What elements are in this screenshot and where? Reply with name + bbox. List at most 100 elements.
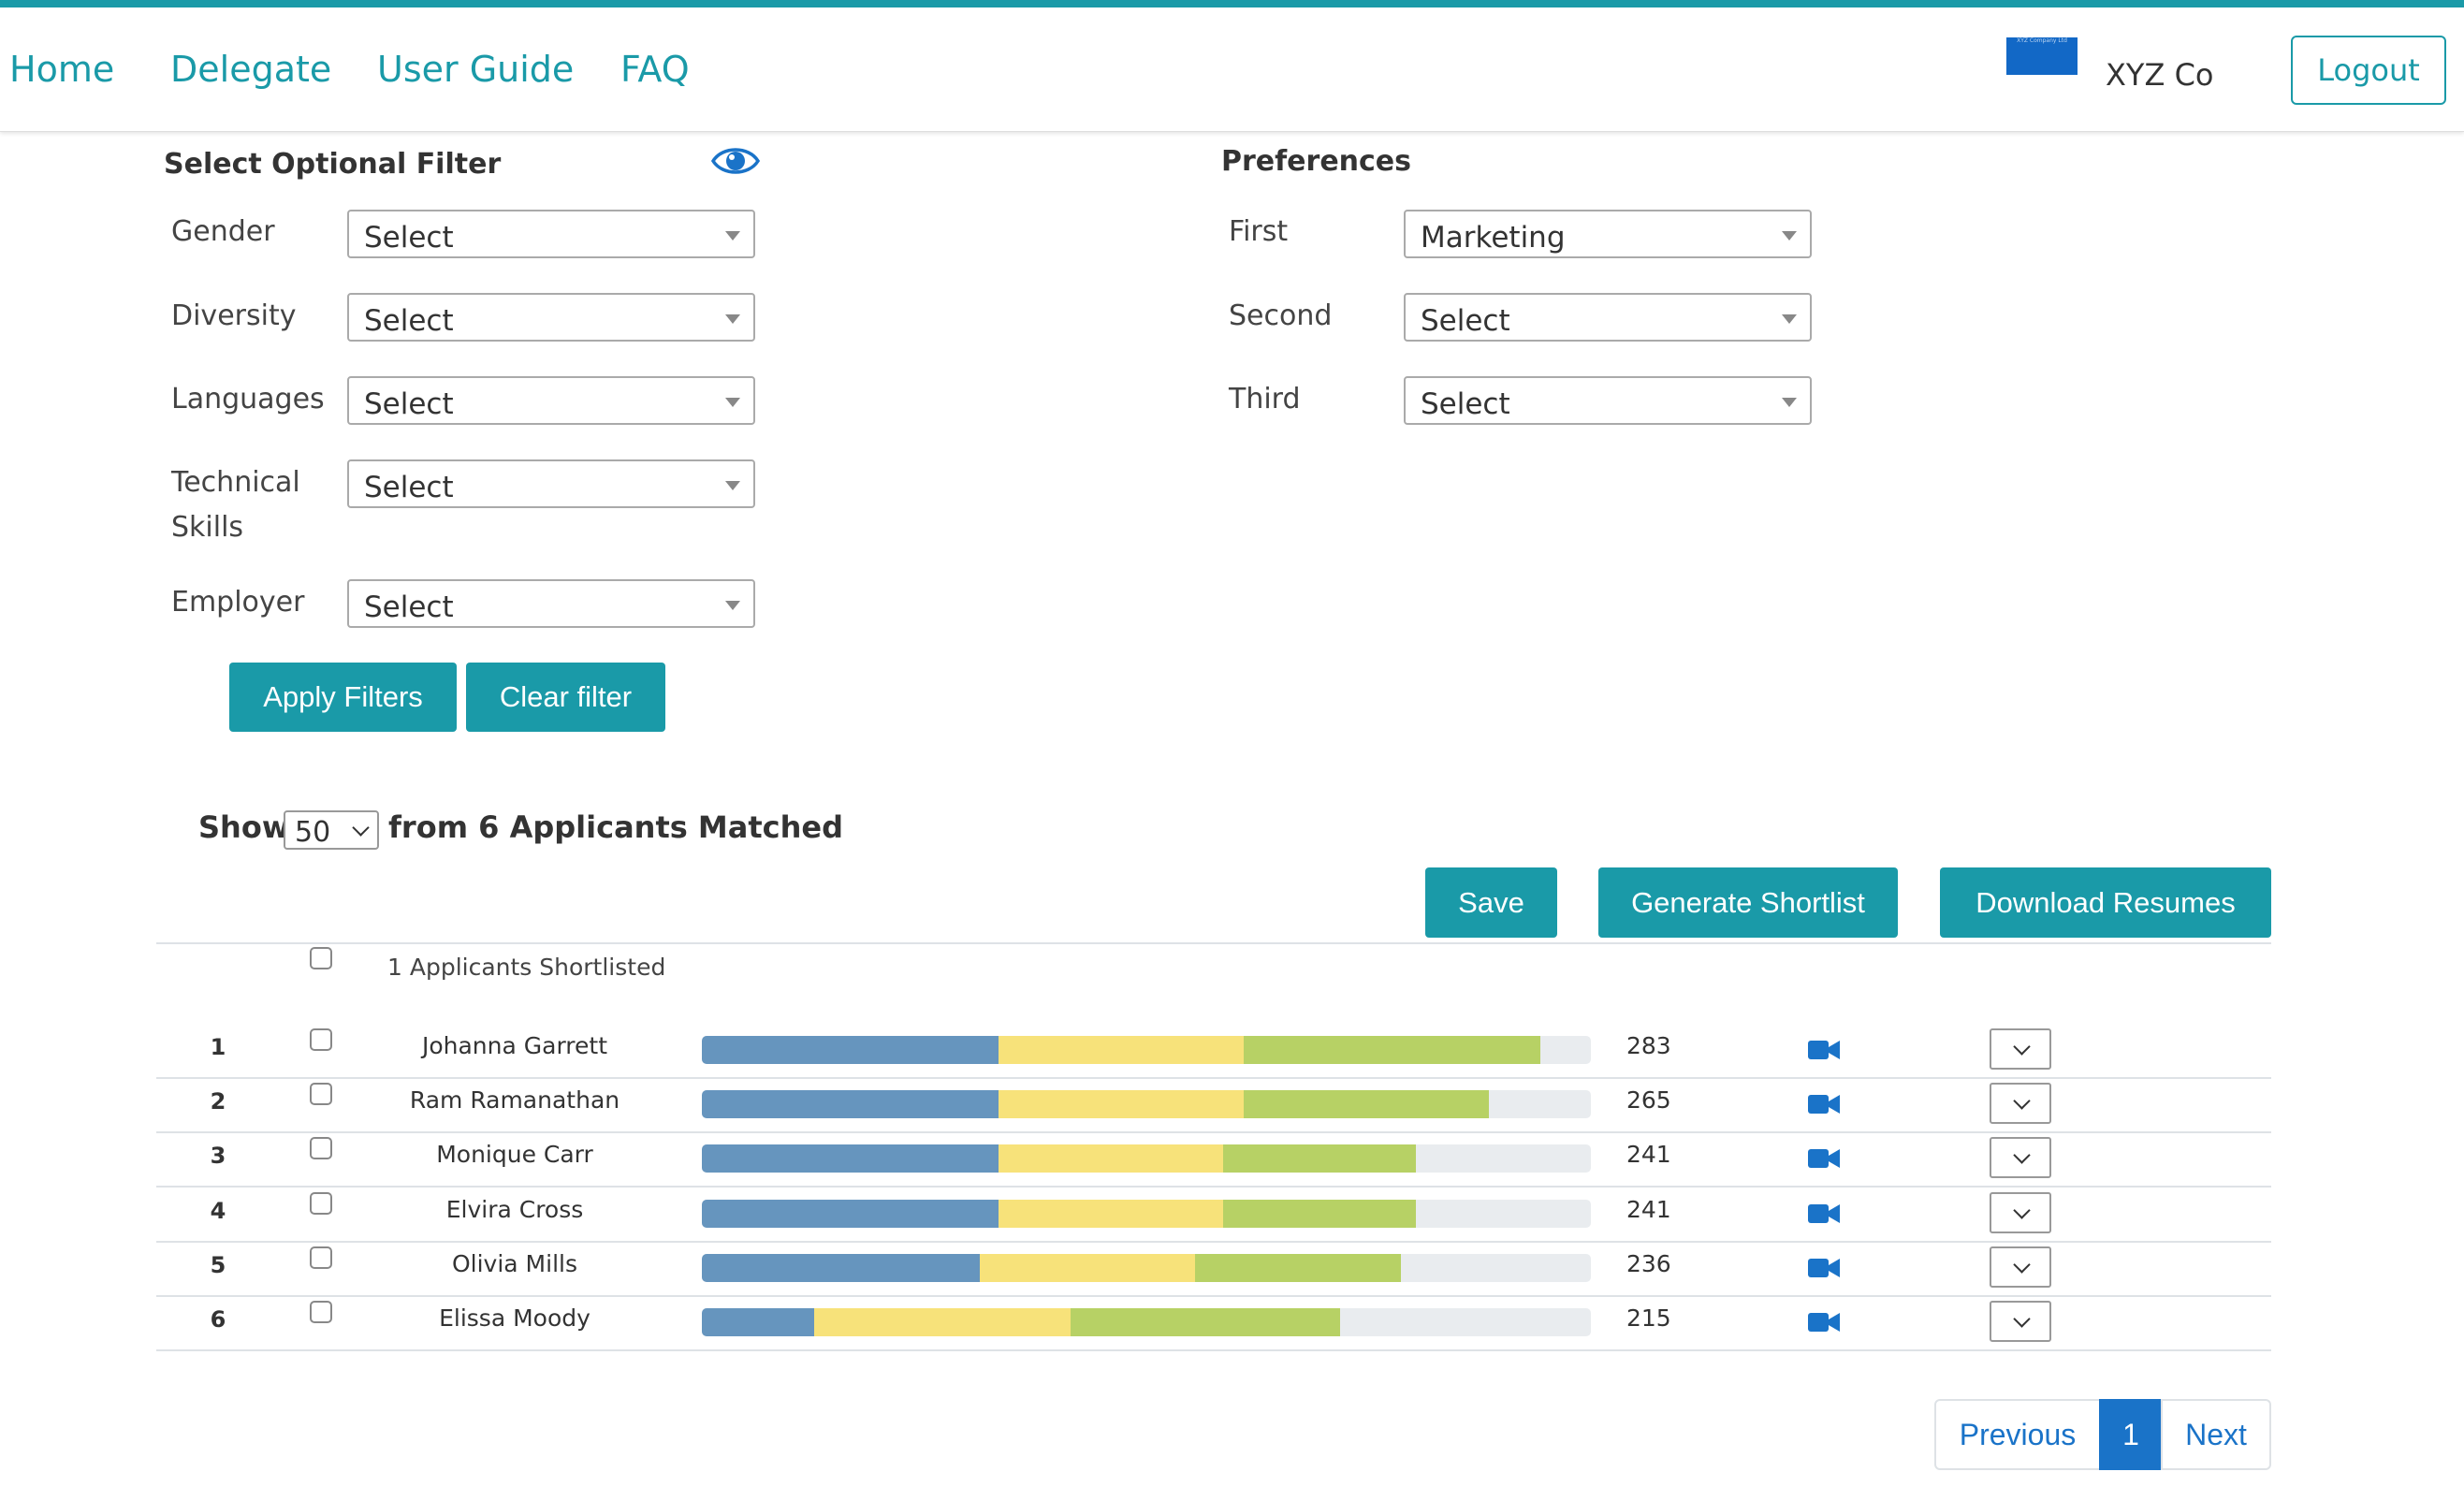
score-bar-segment [1244,1036,1540,1064]
row-action-dropdown[interactable] [1990,1083,2051,1124]
applicant-name: Ram Ramanathan [409,1086,620,1114]
caret-down-icon [725,398,740,407]
page-1-button[interactable]: 1 [2099,1399,2163,1470]
navbar: Home Delegate User Guide FAQ XYZ Company… [0,7,2464,132]
nav-home-link[interactable]: Home [9,49,115,90]
row-checkbox[interactable] [310,1028,332,1051]
eye-icon[interactable] [711,144,760,178]
row-checkbox[interactable] [310,1301,332,1323]
top-accent-bar [0,0,2464,7]
previous-page-button[interactable]: Previous [1934,1399,2101,1470]
caret-down-icon [725,314,740,324]
row-divider [156,1077,2271,1079]
technical-skills-label: Technical Skills [171,466,300,544]
clear-filter-button[interactable]: Clear filter [466,663,665,732]
video-camera-icon[interactable] [1808,1093,1840,1115]
score-bar-segment [702,1200,999,1228]
chevron-down-icon [2013,1038,2031,1056]
score-bar-segment [702,1254,980,1282]
company-logo: XYZ Company Ltd [2006,37,2078,75]
third-pref-select[interactable]: Select [1404,376,1812,425]
table-divider [156,942,2271,944]
row-checkbox[interactable] [310,1192,332,1215]
second-pref-select[interactable]: Select [1404,293,1812,342]
select-all-checkbox[interactable] [310,947,332,969]
diversity-select[interactable]: Select [347,293,755,342]
applicant-name: Monique Carr [436,1141,593,1168]
matched-count-text: from 6 Applicants Matched [388,809,844,845]
chevron-down-icon [2013,1146,2031,1164]
score-bar [702,1090,1591,1118]
row-checkbox[interactable] [310,1083,332,1105]
employer-select[interactable]: Select [347,579,755,628]
row-checkbox[interactable] [310,1246,332,1269]
next-page-button[interactable]: Next [2161,1399,2271,1470]
score-bar-segment [999,1090,1244,1118]
page-size-select[interactable]: 50 [284,810,379,850]
applicant-score: 265 [1626,1086,1671,1114]
caret-down-icon [725,601,740,610]
chevron-down-icon [2013,1310,2031,1328]
score-bar-segment [1071,1308,1340,1336]
chevron-down-icon [2013,1092,2031,1110]
first-pref-select[interactable]: Marketing [1404,210,1812,258]
row-action-dropdown[interactable] [1990,1246,2051,1288]
generate-shortlist-button[interactable]: Generate Shortlist [1598,867,1898,938]
row-divider [156,1295,2271,1297]
row-number: 2 [210,1088,226,1115]
row-number: 3 [210,1143,226,1169]
score-bar-segment [1223,1144,1416,1173]
score-bar [702,1036,1591,1064]
video-camera-icon[interactable] [1808,1257,1840,1279]
caret-down-icon [725,231,740,240]
video-camera-icon[interactable] [1808,1039,1840,1061]
technical-skills-select[interactable]: Select [347,459,755,508]
applicant-score: 236 [1626,1250,1671,1277]
logout-button[interactable]: Logout [2291,36,2446,105]
row-action-dropdown[interactable] [1990,1192,2051,1233]
row-divider [156,1241,2271,1243]
row-divider [156,1186,2271,1188]
row-action-dropdown[interactable] [1990,1028,2051,1070]
gender-label: Gender [171,215,275,248]
nav-delegate-link[interactable]: Delegate [170,49,332,90]
score-bar-segment [999,1144,1223,1173]
show-label: Show [198,809,290,845]
diversity-label: Diversity [171,299,297,332]
apply-filters-button[interactable]: Apply Filters [229,663,457,732]
row-number: 5 [210,1252,226,1278]
nav-user-guide-link[interactable]: User Guide [377,49,575,90]
video-camera-icon[interactable] [1808,1311,1840,1333]
chevron-down-icon [352,819,370,837]
row-checkbox[interactable] [310,1137,332,1159]
applicant-name: Johanna Garrett [421,1032,608,1059]
filter-section-title: Select Optional Filter [164,148,502,181]
row-action-dropdown[interactable] [1990,1301,2051,1342]
employer-label: Employer [171,586,305,619]
caret-down-icon [1782,231,1797,240]
nav-faq-link[interactable]: FAQ [620,49,690,90]
languages-select[interactable]: Select [347,376,755,425]
caret-down-icon [725,481,740,490]
applicant-name: Olivia Mills [451,1250,577,1277]
score-bar-segment [999,1036,1244,1064]
preferences-title: Preferences [1221,145,1412,178]
applicant-name: Elvira Cross [445,1196,584,1223]
row-divider [156,1349,2271,1351]
score-bar [702,1308,1591,1336]
score-bar [702,1254,1591,1282]
applicant-name: Elissa Moody [439,1304,590,1332]
gender-select[interactable]: Select [347,210,755,258]
save-button[interactable]: Save [1425,867,1557,938]
video-camera-icon[interactable] [1808,1147,1840,1170]
applicant-score: 241 [1626,1196,1671,1223]
download-resumes-button[interactable]: Download Resumes [1940,867,2271,938]
score-bar [702,1144,1591,1173]
company-name: XYZ Co [2106,57,2214,93]
score-bar-segment [702,1090,999,1118]
languages-label: Languages [171,383,325,415]
row-number: 1 [210,1034,226,1060]
video-camera-icon[interactable] [1808,1202,1840,1225]
score-bar-segment [702,1308,814,1336]
row-action-dropdown[interactable] [1990,1137,2051,1178]
